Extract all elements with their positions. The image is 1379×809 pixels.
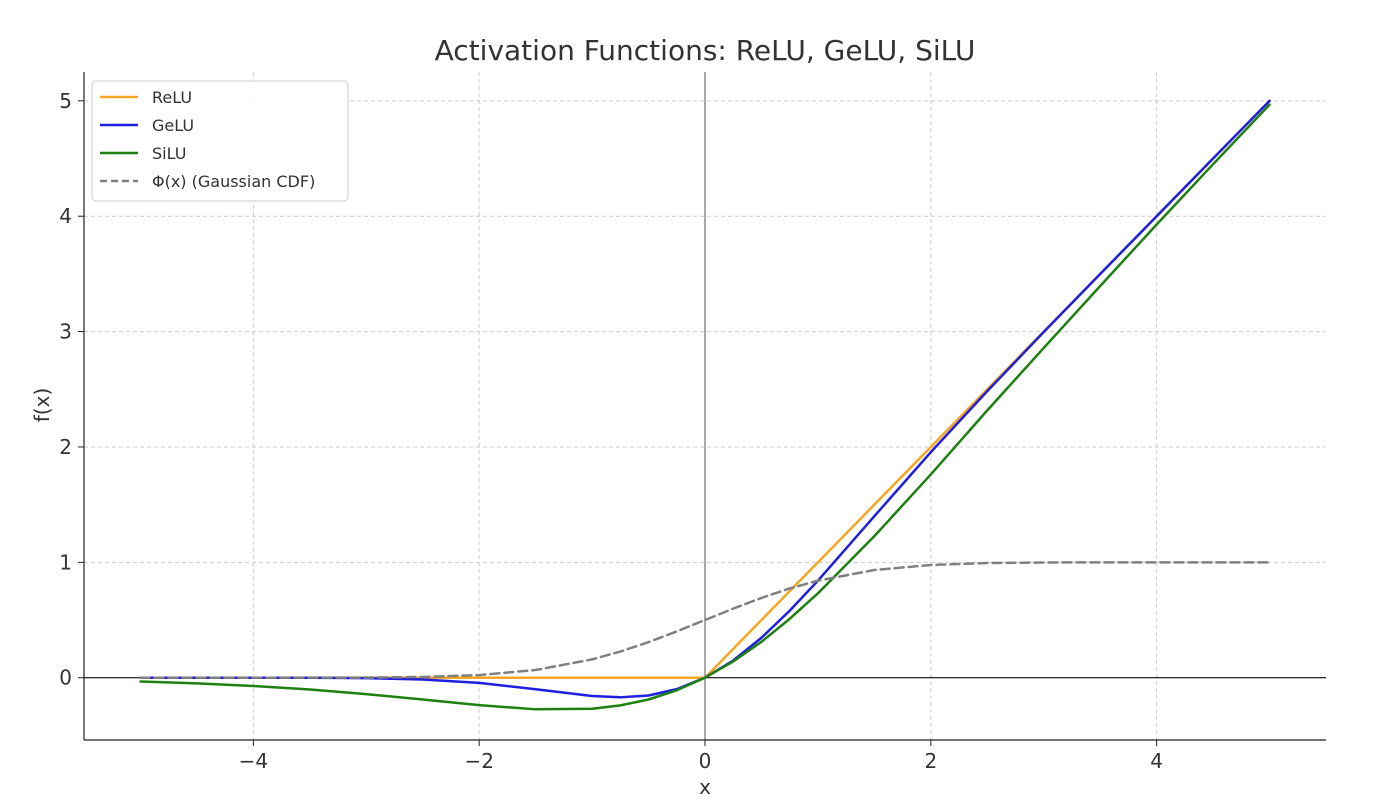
legend: ReLU GeLU SiLU Φ(x) (Gaussian CDF) [91,80,349,202]
chart-title: Activation Functions: ReLU, GeLU, SiLU [435,34,976,67]
y-tick-label: 2 [59,435,72,459]
x-axis-label: x [699,775,711,799]
series-line-x-gaussian-cdf [139,561,1271,679]
x-tick-label: 2 [924,749,937,773]
x-tick-label: −2 [464,749,493,773]
y-tick-label: 1 [59,550,72,574]
series-line-silu [139,103,1271,711]
x-tick-label: −4 [239,749,268,773]
y-tick-label: 0 [59,666,72,690]
tick-labels: −4 −2 0 2 4 0 1 2 3 4 5 [59,89,1163,773]
legend-box [91,80,349,202]
x-tick-label: 0 [699,749,712,773]
y-tick-label: 4 [59,204,72,228]
y-tick-label: 3 [59,320,72,344]
y-tick-label: 5 [59,89,72,113]
legend-label: ReLU [152,88,192,107]
x-tick-label: 4 [1150,749,1163,773]
legend-label: Φ(x) (Gaussian CDF) [152,172,315,191]
y-axis-label: f(x) [30,388,54,422]
series-lines [139,99,1271,711]
legend-label: SiLU [152,144,186,163]
axes [78,72,1326,746]
legend-label: GeLU [152,116,194,135]
